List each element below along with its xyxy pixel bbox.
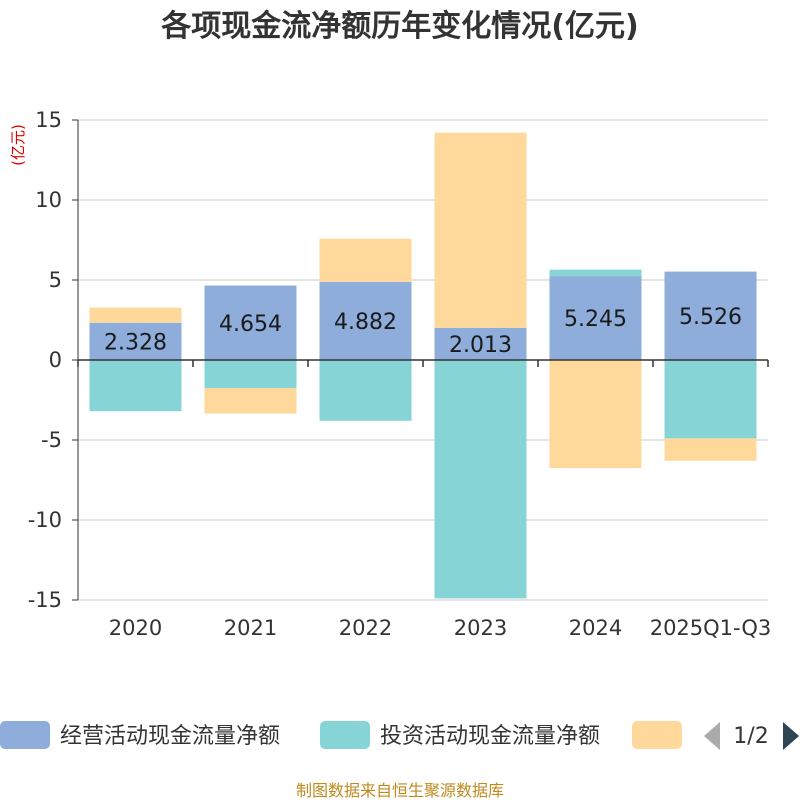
legend: 经营活动现金流量净额 投资活动现金流量净额 1/2 (0, 721, 799, 750)
y-tick-label: 15 (35, 108, 62, 132)
legend-swatch-financing[interactable] (632, 721, 682, 749)
data-label-operating-2021: 4.654 (219, 312, 282, 337)
data-label-operating-2022: 4.882 (334, 310, 397, 335)
bar-financing-2024[interactable] (549, 360, 642, 468)
y-tick-label: 10 (35, 188, 62, 212)
data-label-operating-2024: 5.245 (564, 307, 627, 332)
x-tick-label: 2025Q1-Q3 (650, 616, 772, 640)
bar-operating-2020[interactable] (89, 322, 182, 360)
bar-investing-2023[interactable] (434, 360, 527, 599)
legend-swatch-investing[interactable] (320, 721, 370, 749)
grid-lines: 15 10 5 0 -5 -10 -15 (28, 108, 768, 612)
bar-investing-2024[interactable] (549, 269, 642, 277)
bar-financing-2020[interactable] (89, 307, 182, 323)
legend-swatch-operating[interactable] (0, 721, 50, 749)
bar-operating-2024[interactable] (549, 276, 642, 360)
y-tick-label: 0 (49, 348, 62, 372)
bar-operating-2021[interactable] (204, 285, 297, 360)
bar-financing-2025Q1-Q3[interactable] (664, 438, 757, 461)
bar-operating-2022[interactable] (319, 281, 412, 360)
bar-investing-2025Q1-Q3[interactable] (664, 360, 757, 439)
bar-investing-2020[interactable] (89, 360, 182, 412)
y-axis-unit-label: (亿元) (9, 124, 27, 166)
data-label-operating-2020: 2.328 (104, 330, 167, 355)
x-tick-label: 2020 (109, 616, 162, 640)
x-tick-label: 2021 (224, 616, 277, 640)
bar-investing-2021[interactable] (204, 360, 297, 388)
axes: 2020 2021 2022 2023 2024 2025Q1-Q3 (72, 119, 772, 640)
bar-financing-2023[interactable] (434, 132, 527, 328)
data-label-operating-2023: 2.013 (449, 333, 512, 358)
y-tick-label: -10 (28, 508, 62, 532)
bar-financing-2022[interactable] (319, 238, 412, 282)
data-label-operating-2025Q1-Q3: 5.526 (679, 305, 742, 330)
x-tick-label: 2023 (454, 616, 507, 640)
bar-operating-2023[interactable] (434, 327, 527, 360)
y-tick-label: -15 (28, 588, 62, 612)
y-tick-label: -5 (41, 428, 62, 452)
bar-operating-2025Q1-Q3[interactable] (664, 271, 757, 360)
x-tick-label: 2022 (339, 616, 392, 640)
legend-next-page-icon[interactable] (783, 722, 799, 750)
legend-label-operating[interactable]: 经营活动现金流量净额 (60, 724, 280, 749)
bar-financing-2021[interactable] (204, 388, 297, 414)
data-labels: 2.328 4.654 4.882 2.013 5.245 5.526 (104, 305, 742, 358)
legend-label-investing[interactable]: 投资活动现金流量净额 (380, 724, 600, 749)
y-tick-label: 5 (49, 268, 62, 292)
x-tick-label: 2024 (569, 616, 622, 640)
legend-prev-page-icon[interactable] (704, 722, 720, 750)
bar-investing-2022[interactable] (319, 360, 412, 421)
chart-title: 各项现金流净额历年变化情况(亿元) (160, 9, 638, 44)
bars (89, 132, 757, 599)
legend-page-indicator: 1/2 (733, 724, 768, 749)
source-footnote: 制图数据来自恒生聚源数据库 (296, 781, 504, 800)
